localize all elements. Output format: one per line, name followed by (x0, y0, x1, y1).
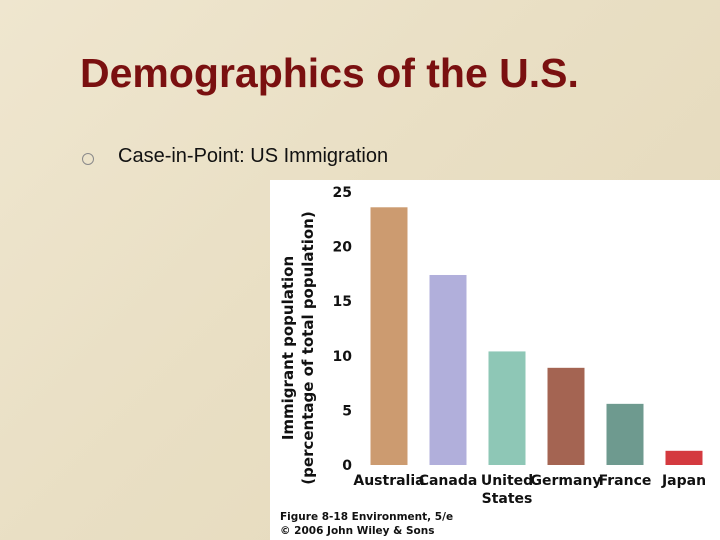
bar (488, 351, 526, 465)
bar (429, 274, 467, 465)
y-tick-label: 15 (333, 294, 352, 310)
y-tick-label: 10 (333, 349, 353, 365)
bullet-item: Case-in-Point: US Immigration (82, 145, 388, 168)
y-axis-label-line1: Immigrant population (279, 256, 297, 440)
x-tick-label: France (599, 473, 652, 489)
y-tick-label: 20 (333, 240, 353, 256)
y-tick-label: 25 (333, 185, 352, 201)
caption-line-2: © 2006 John Wiley & Sons (280, 525, 435, 537)
bar (606, 403, 644, 465)
bar (370, 207, 408, 465)
y-tick-label: 0 (342, 458, 352, 474)
bullet-circle-icon (82, 152, 94, 165)
x-tick-label: United (481, 473, 533, 489)
x-tick-label: Japan (661, 473, 706, 489)
bar-chart: Immigrant population (percentage of tota… (279, 185, 706, 507)
x-tick-label: Canada (419, 473, 478, 489)
slide-title: Demographics of the U.S. (80, 50, 579, 96)
x-tick-label: Germany (530, 473, 601, 489)
bar (547, 367, 585, 465)
x-tick-label: Australia (353, 473, 424, 489)
figure-caption: Figure 8-18 Environment, 5/e © 2006 John… (280, 510, 453, 538)
x-tick-label: States (482, 491, 533, 507)
y-axis-label-line2: (percentage of total population) (299, 211, 317, 484)
bar (665, 450, 703, 465)
y-tick-label: 5 (342, 403, 352, 419)
caption-line-1: Figure 8-18 Environment, 5/e (280, 511, 454, 523)
chart-figure: Immigrant population (percentage of tota… (270, 180, 720, 540)
bullet-text: Case-in-Point: US Immigration (118, 145, 389, 167)
